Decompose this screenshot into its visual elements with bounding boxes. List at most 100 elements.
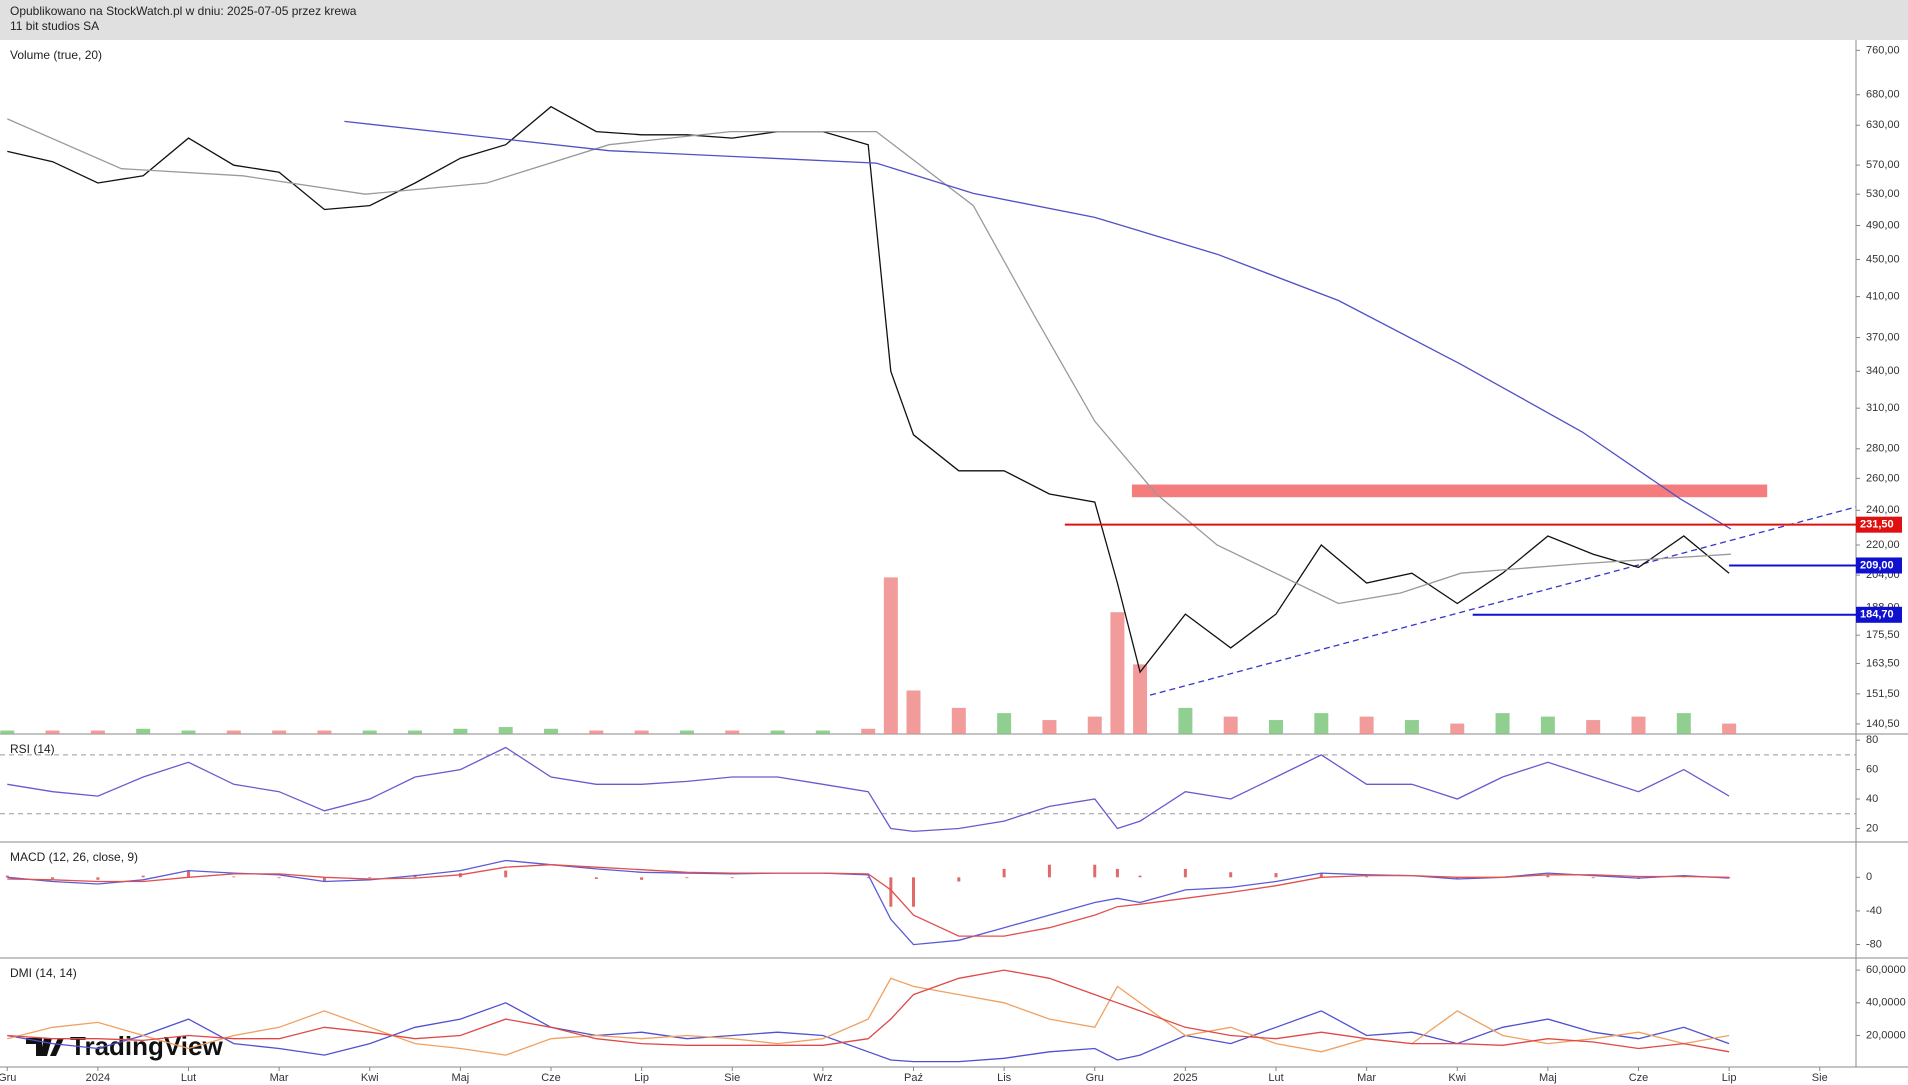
pane-label: DMI (14, 14) — [10, 966, 77, 980]
level-label: 231,50 — [1860, 519, 1894, 531]
series-line — [7, 969, 1730, 1053]
volume-bar — [634, 730, 649, 734]
histogram-bar — [5, 875, 9, 878]
histogram-bar — [1047, 864, 1051, 878]
y-tick-label: 370,00 — [1866, 331, 1900, 343]
volume-bar — [544, 728, 558, 734]
histogram-bar — [1319, 873, 1323, 878]
histogram-bar — [1727, 877, 1731, 879]
y-tick-label: -40 — [1866, 905, 1882, 917]
volume-bar — [1404, 720, 1419, 734]
volume-bar — [1586, 720, 1601, 734]
volume-bar — [181, 730, 196, 734]
y-tick-label: 310,00 — [1866, 402, 1900, 414]
volume-bar — [883, 577, 898, 734]
x-tick-label: Kwi — [1448, 1072, 1466, 1084]
histogram-bar — [594, 877, 598, 879]
volume-bar — [226, 730, 241, 734]
volume-bar — [679, 730, 694, 734]
y-tick-label: 680,00 — [1866, 89, 1900, 101]
volume-bar — [408, 730, 423, 734]
volume-bar — [1087, 716, 1102, 734]
volume-bar — [1269, 720, 1283, 734]
trend-line — [1149, 506, 1857, 696]
y-tick-label: 240,00 — [1866, 504, 1900, 516]
y-tick-label: 175,50 — [1866, 629, 1900, 641]
y-tick-label: -80 — [1866, 938, 1882, 950]
x-tick-label: Maj — [452, 1072, 470, 1084]
y-tick-label: 220,00 — [1866, 539, 1900, 551]
volume-bar — [951, 707, 966, 734]
volume-bar — [1722, 723, 1737, 734]
x-tick-label: Sie — [724, 1072, 740, 1084]
x-tick-label: Sie — [1812, 1072, 1828, 1084]
histogram-bar — [1229, 872, 1233, 878]
resistance-zone — [1131, 484, 1768, 498]
histogram-bar — [187, 870, 190, 878]
y-tick-label: 40,0000 — [1866, 997, 1906, 1009]
volume-bar — [997, 713, 1012, 734]
histogram-bar — [232, 876, 236, 878]
y-tick-label: 340,00 — [1866, 365, 1900, 377]
pane-label: MACD (12, 26, close, 9) — [10, 850, 138, 864]
histogram-bar — [1274, 873, 1278, 878]
y-tick-label: 410,00 — [1866, 291, 1900, 303]
histogram-bar — [1138, 875, 1142, 878]
series-line — [7, 105, 1730, 674]
volume-bar — [1359, 716, 1374, 734]
series-line — [344, 120, 1732, 530]
pane-label: RSI (14) — [10, 742, 55, 756]
histogram-bar — [685, 877, 689, 879]
y-tick-label: 20 — [1866, 822, 1878, 834]
x-tick-label: Paź — [904, 1072, 923, 1084]
volume-bar — [861, 728, 876, 734]
volume-bar — [1042, 720, 1057, 734]
x-tick-label: Mar — [1357, 1072, 1376, 1084]
histogram-bar — [1183, 868, 1187, 878]
histogram-bar — [1546, 875, 1550, 878]
x-tick-label: Maj — [1539, 1072, 1557, 1084]
x-tick-label: Lip — [634, 1072, 649, 1084]
level-tag — [1856, 557, 1902, 574]
y-tick-label: 151,50 — [1866, 688, 1900, 700]
histogram-bar — [730, 877, 734, 879]
y-tick-label: 630,00 — [1866, 119, 1900, 131]
histogram-bar — [1115, 868, 1119, 878]
x-tick-label: 2025 — [1173, 1072, 1197, 1084]
histogram-bar — [889, 877, 893, 907]
level-tag — [1856, 606, 1902, 623]
x-tick-label: Lut — [1268, 1072, 1283, 1084]
x-tick-label: Mar — [270, 1072, 289, 1084]
series-line — [7, 746, 1730, 833]
histogram-bar — [51, 877, 55, 879]
histogram-bar — [1365, 876, 1369, 878]
level-label: 184,70 — [1860, 609, 1894, 621]
volume-bar — [498, 727, 513, 734]
y-tick-label: 760,00 — [1866, 44, 1900, 56]
series-line — [7, 1002, 1730, 1063]
histogram-bar — [866, 877, 870, 879]
volume-bar — [1178, 707, 1193, 734]
logo — [26, 1038, 64, 1056]
volume-bar — [1495, 713, 1510, 734]
x-tick-label: Lip — [1722, 1072, 1737, 1084]
volume-bar — [1676, 713, 1691, 734]
histogram-bar — [277, 877, 281, 879]
x-tick-label: Lis — [997, 1072, 1012, 1084]
y-tick-label: 280,00 — [1866, 443, 1900, 455]
y-tick-label: 570,00 — [1866, 159, 1900, 171]
y-tick-label: 260,00 — [1866, 472, 1900, 484]
y-tick-label: 80 — [1866, 734, 1878, 746]
volume-bar — [1314, 713, 1329, 734]
y-tick-label: 140,50 — [1866, 718, 1900, 730]
y-tick-label: 163,50 — [1866, 657, 1900, 669]
level-label: 209,00 — [1860, 559, 1894, 571]
histogram-bar — [504, 870, 508, 878]
y-tick-label: 0 — [1866, 871, 1872, 883]
volume-bar — [45, 730, 60, 734]
volume-bar — [725, 730, 740, 734]
histogram-bar — [322, 877, 326, 882]
x-tick-label: Cze — [541, 1072, 561, 1084]
x-tick-label: Wrz — [813, 1072, 832, 1084]
chart-title: Opublikowano na StockWatch.pl w dniu: 20… — [10, 4, 357, 18]
